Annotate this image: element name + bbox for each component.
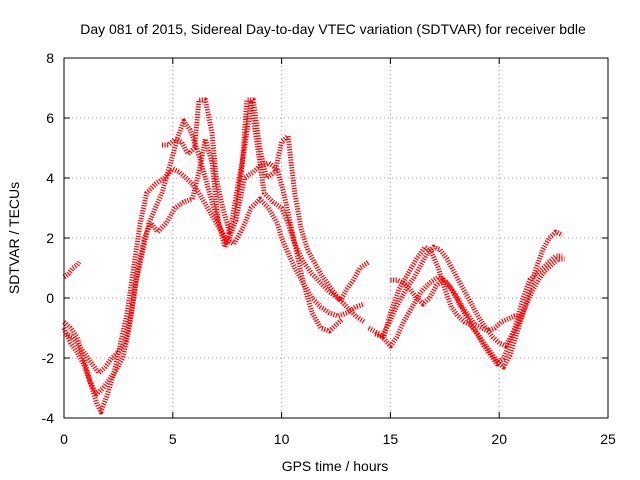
series-track-d — [161, 97, 371, 304]
series-track-e — [367, 229, 564, 370]
x-tick-label: 15 — [383, 431, 399, 447]
grid-lines — [64, 58, 608, 418]
series-track-c — [65, 100, 366, 376]
x-tick-label: 0 — [60, 431, 68, 447]
y-tick-label: 6 — [46, 110, 54, 126]
x-tick-label: 25 — [600, 431, 616, 447]
series-track-b — [61, 118, 345, 397]
y-axis-label: SDTVAR / TECUs — [6, 182, 22, 294]
x-axis-label: GPS time / hours — [282, 458, 389, 474]
y-tick-label: 0 — [46, 290, 54, 306]
y-tick-label: 4 — [46, 170, 54, 186]
y-tick-label: -4 — [42, 410, 55, 426]
series-layer — [61, 97, 565, 415]
x-tick-label: 5 — [169, 431, 177, 447]
y-tick-label: 8 — [46, 50, 54, 66]
x-axis-ticks: 0 5 10 15 20 25 — [60, 58, 616, 447]
series-track-i — [62, 260, 82, 280]
series-track-f — [374, 244, 563, 367]
series-track-h — [390, 277, 521, 334]
x-tick-label: 20 — [491, 431, 507, 447]
series-track-a — [62, 166, 366, 415]
y-tick-label: -2 — [42, 350, 55, 366]
chart-title: Day 081 of 2015, Sidereal Day-to-day VTE… — [80, 21, 586, 37]
y-axis-ticks: -4 -2 0 2 4 6 8 — [42, 50, 608, 426]
y-tick-label: 2 — [46, 230, 54, 246]
x-tick-label: 10 — [274, 431, 290, 447]
series-track-g — [379, 244, 565, 349]
